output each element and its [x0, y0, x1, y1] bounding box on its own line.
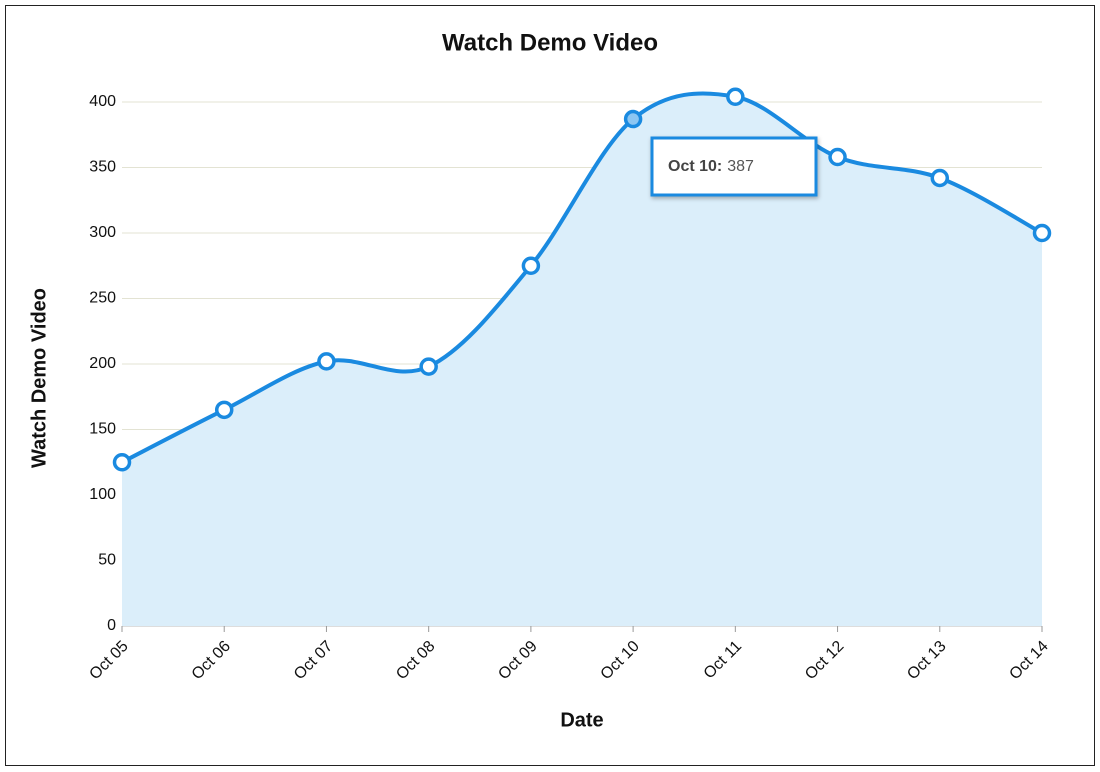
- y-tick-label: 200: [89, 355, 116, 372]
- tooltip-text: Oct 10: 387: [668, 158, 754, 175]
- y-tick-label: 350: [89, 159, 116, 176]
- y-axis-label: Watch Demo Video: [28, 288, 50, 468]
- data-point: [214, 400, 234, 420]
- x-axis-label: Date: [560, 709, 603, 731]
- chart-title: Watch Demo Video: [442, 29, 658, 56]
- y-tick-label: 400: [89, 93, 116, 110]
- data-point: [828, 147, 847, 167]
- y-tick-label: 300: [89, 224, 116, 241]
- y-tick-label: 0: [107, 617, 116, 634]
- tooltip-value: 387: [727, 158, 754, 175]
- data-point: [726, 87, 745, 107]
- y-tick-label: 50: [98, 552, 116, 569]
- area-fill: [122, 93, 1042, 626]
- y-tick-label: 150: [89, 421, 116, 438]
- data-point: [317, 352, 336, 371]
- data-point: [1032, 223, 1052, 243]
- y-tick-label: 250: [89, 290, 116, 307]
- data-point: [521, 256, 541, 275]
- tooltip-label: Oct 10:: [668, 158, 722, 175]
- data-point: [623, 109, 643, 129]
- y-tick-label: 100: [89, 486, 116, 503]
- data-point: [419, 357, 438, 376]
- tooltip-box: [650, 136, 818, 197]
- data-point: [112, 453, 132, 472]
- data-point: [930, 168, 950, 188]
- line: [121, 91, 1043, 465]
